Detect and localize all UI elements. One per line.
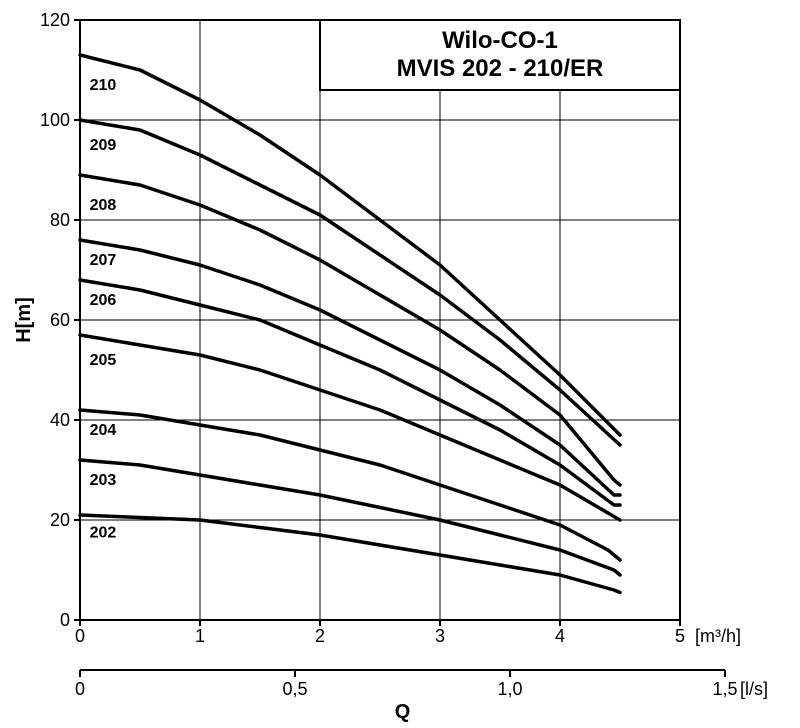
series-curve <box>80 120 620 445</box>
chart-title-2: MVIS 202 - 210/ER <box>397 55 604 82</box>
y-tick-label: 60 <box>50 310 70 330</box>
x2-tick-label: 1,0 <box>497 679 522 699</box>
x1-tick-label: 3 <box>435 626 445 646</box>
y-tick-label: 80 <box>50 210 70 230</box>
series-label: 202 <box>90 525 117 542</box>
y-tick-label: 0 <box>60 610 70 630</box>
y-tick-label: 20 <box>50 510 70 530</box>
series-label: 205 <box>90 352 117 369</box>
x1-unit: [m³/h] <box>695 626 741 646</box>
series-curve <box>80 515 620 593</box>
series-label: 203 <box>90 472 117 489</box>
series-curve <box>80 280 620 505</box>
series-label: 204 <box>90 422 117 439</box>
x2-tick-label: 0 <box>75 679 85 699</box>
series-curve <box>80 55 620 435</box>
y-axis-label: H[m] <box>13 297 35 343</box>
x1-tick-label: 4 <box>555 626 565 646</box>
series-label: 207 <box>90 252 117 269</box>
x1-tick-label: 5 <box>675 626 685 646</box>
chart-title-1: Wilo-CO-1 <box>442 27 558 54</box>
series-label: 208 <box>90 197 117 214</box>
series-label: 209 <box>90 137 117 154</box>
x1-tick-label: 2 <box>315 626 325 646</box>
x-axis-label: Q <box>395 701 411 723</box>
x1-tick-label: 1 <box>195 626 205 646</box>
pump-curve-chart: 0 1 2 3 4 5 0 20 40 60 80 100 120 [m³/h] 0 0,5 1,0 1,5[l/… <box>0 0 800 728</box>
series-curve <box>80 335 620 520</box>
y-tick-label: 120 <box>40 10 70 30</box>
y-tick-label: 40 <box>50 410 70 430</box>
x1-tick-label: 0 <box>75 626 85 646</box>
y-tick-label: 100 <box>40 110 70 130</box>
series-label: 210 <box>90 77 117 94</box>
series-label: 206 <box>90 292 117 309</box>
x2-tick-label: 1,5 <box>712 679 737 699</box>
x2-unit: [l/s] <box>740 679 768 699</box>
x2-tick-label: 0,5 <box>282 679 307 699</box>
series-curve <box>80 175 620 485</box>
